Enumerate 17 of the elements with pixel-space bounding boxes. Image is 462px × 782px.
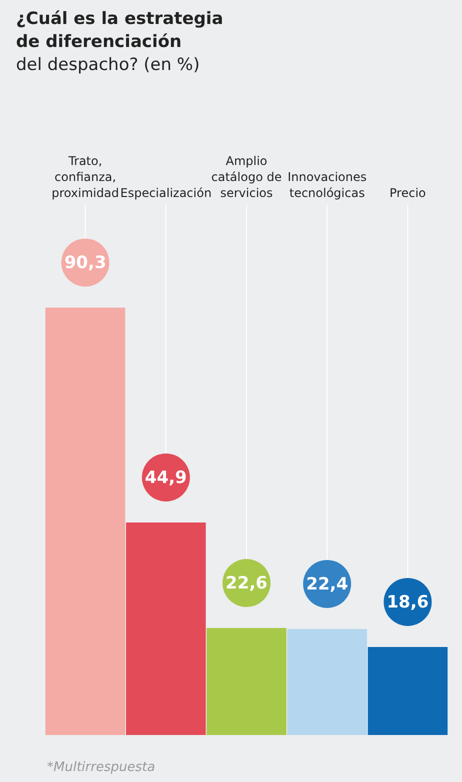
chart-subtitle: del despacho? (en %) [16,55,200,75]
bar [126,522,206,735]
x-tick-label: Especialización [120,186,212,200]
data-label: 18,6 [386,592,429,612]
data-label: 44,9 [144,468,187,488]
bar [45,308,126,735]
data-label: 90,3 [64,253,106,274]
x-tick-label: Amplio catálogo de servicios [211,154,282,200]
bar [206,628,286,735]
x-tick-label: Precio [390,186,426,200]
x-tick-label: Trato, confianza, proximidad [52,154,119,200]
bar [287,628,367,735]
data-label: 22,6 [226,573,268,594]
x-tick-label: Innovaciones tecnológicas [288,170,367,200]
text: *Multirrespuesta [47,760,156,775]
data-label: 22,4 [306,574,348,594]
bar [368,646,448,735]
